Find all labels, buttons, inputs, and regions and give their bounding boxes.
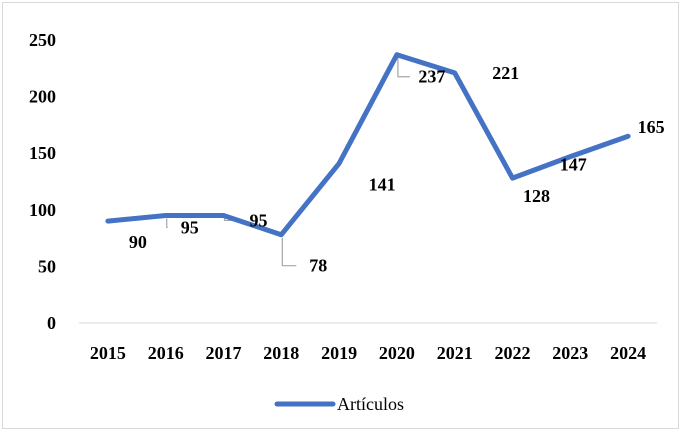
y-tick-label: 0 [47,313,56,333]
x-tick-label: 2023 [552,343,588,363]
x-tick-label: 2020 [379,343,415,363]
leader-line [397,57,410,78]
x-tick-label: 2022 [495,343,531,363]
leader-lines [166,57,410,267]
legend: Artículos [274,394,404,414]
x-tick-label: 2016 [148,343,184,363]
y-tick-label: 250 [29,30,56,50]
y-tick-label: 100 [29,200,56,220]
data-label: 165 [638,117,665,137]
y-tick-label: 50 [38,256,56,276]
data-label: 221 [492,63,519,83]
x-tick-label: 2024 [610,343,646,363]
chart-frame [2,2,679,429]
data-label: 95 [250,210,268,230]
data-label: 78 [309,256,327,276]
legend-label: Artículos [337,394,404,414]
data-label: 237 [418,67,445,87]
data-label: 128 [523,186,550,206]
y-axis-ticks: 0 50 100 150 200 250 [29,30,56,333]
data-label: 90 [129,232,147,252]
leader-line [166,218,168,229]
data-labels: 90 95 95 78 141 237 221 128 147 165 [129,63,665,276]
series-line-articulos [105,52,631,238]
x-axis-ticks: 2015 2016 2017 2018 2019 2020 2021 2022 2023 2024 [90,343,646,363]
leader-line [281,237,297,267]
y-tick-label: 150 [29,143,56,163]
x-tick-label: 2018 [263,343,299,363]
x-tick-label: 2019 [321,343,357,363]
x-tick-label: 2021 [437,343,473,363]
data-label: 141 [369,174,396,194]
y-tick-label: 200 [29,87,56,107]
x-tick-label: 2015 [90,343,126,363]
data-label: 147 [560,155,587,175]
data-label: 95 [181,217,199,237]
x-tick-label: 2017 [206,343,242,363]
